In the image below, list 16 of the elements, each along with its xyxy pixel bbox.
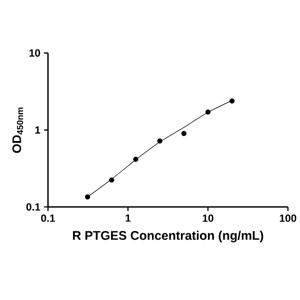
y-tick-label: 10 xyxy=(30,49,40,57)
x-tick-label: 100 xyxy=(280,214,296,222)
point xyxy=(84,194,90,200)
x-axis-title: R PTGES Concentration (ng/mL) xyxy=(73,230,264,242)
x-tick-label: 10 xyxy=(202,214,214,222)
y-tick-label: 1 xyxy=(35,126,40,134)
point xyxy=(157,138,162,144)
point xyxy=(229,98,235,104)
point xyxy=(205,109,211,115)
point xyxy=(133,156,138,162)
x-tick-label: 1 xyxy=(126,214,131,222)
point xyxy=(109,177,114,183)
y-tick-label: 0.1 xyxy=(26,203,40,211)
point xyxy=(181,130,186,136)
y-axis-title: OD$_{450nm}$ xyxy=(12,108,24,153)
x-tick-label: 0.1 xyxy=(41,214,55,222)
